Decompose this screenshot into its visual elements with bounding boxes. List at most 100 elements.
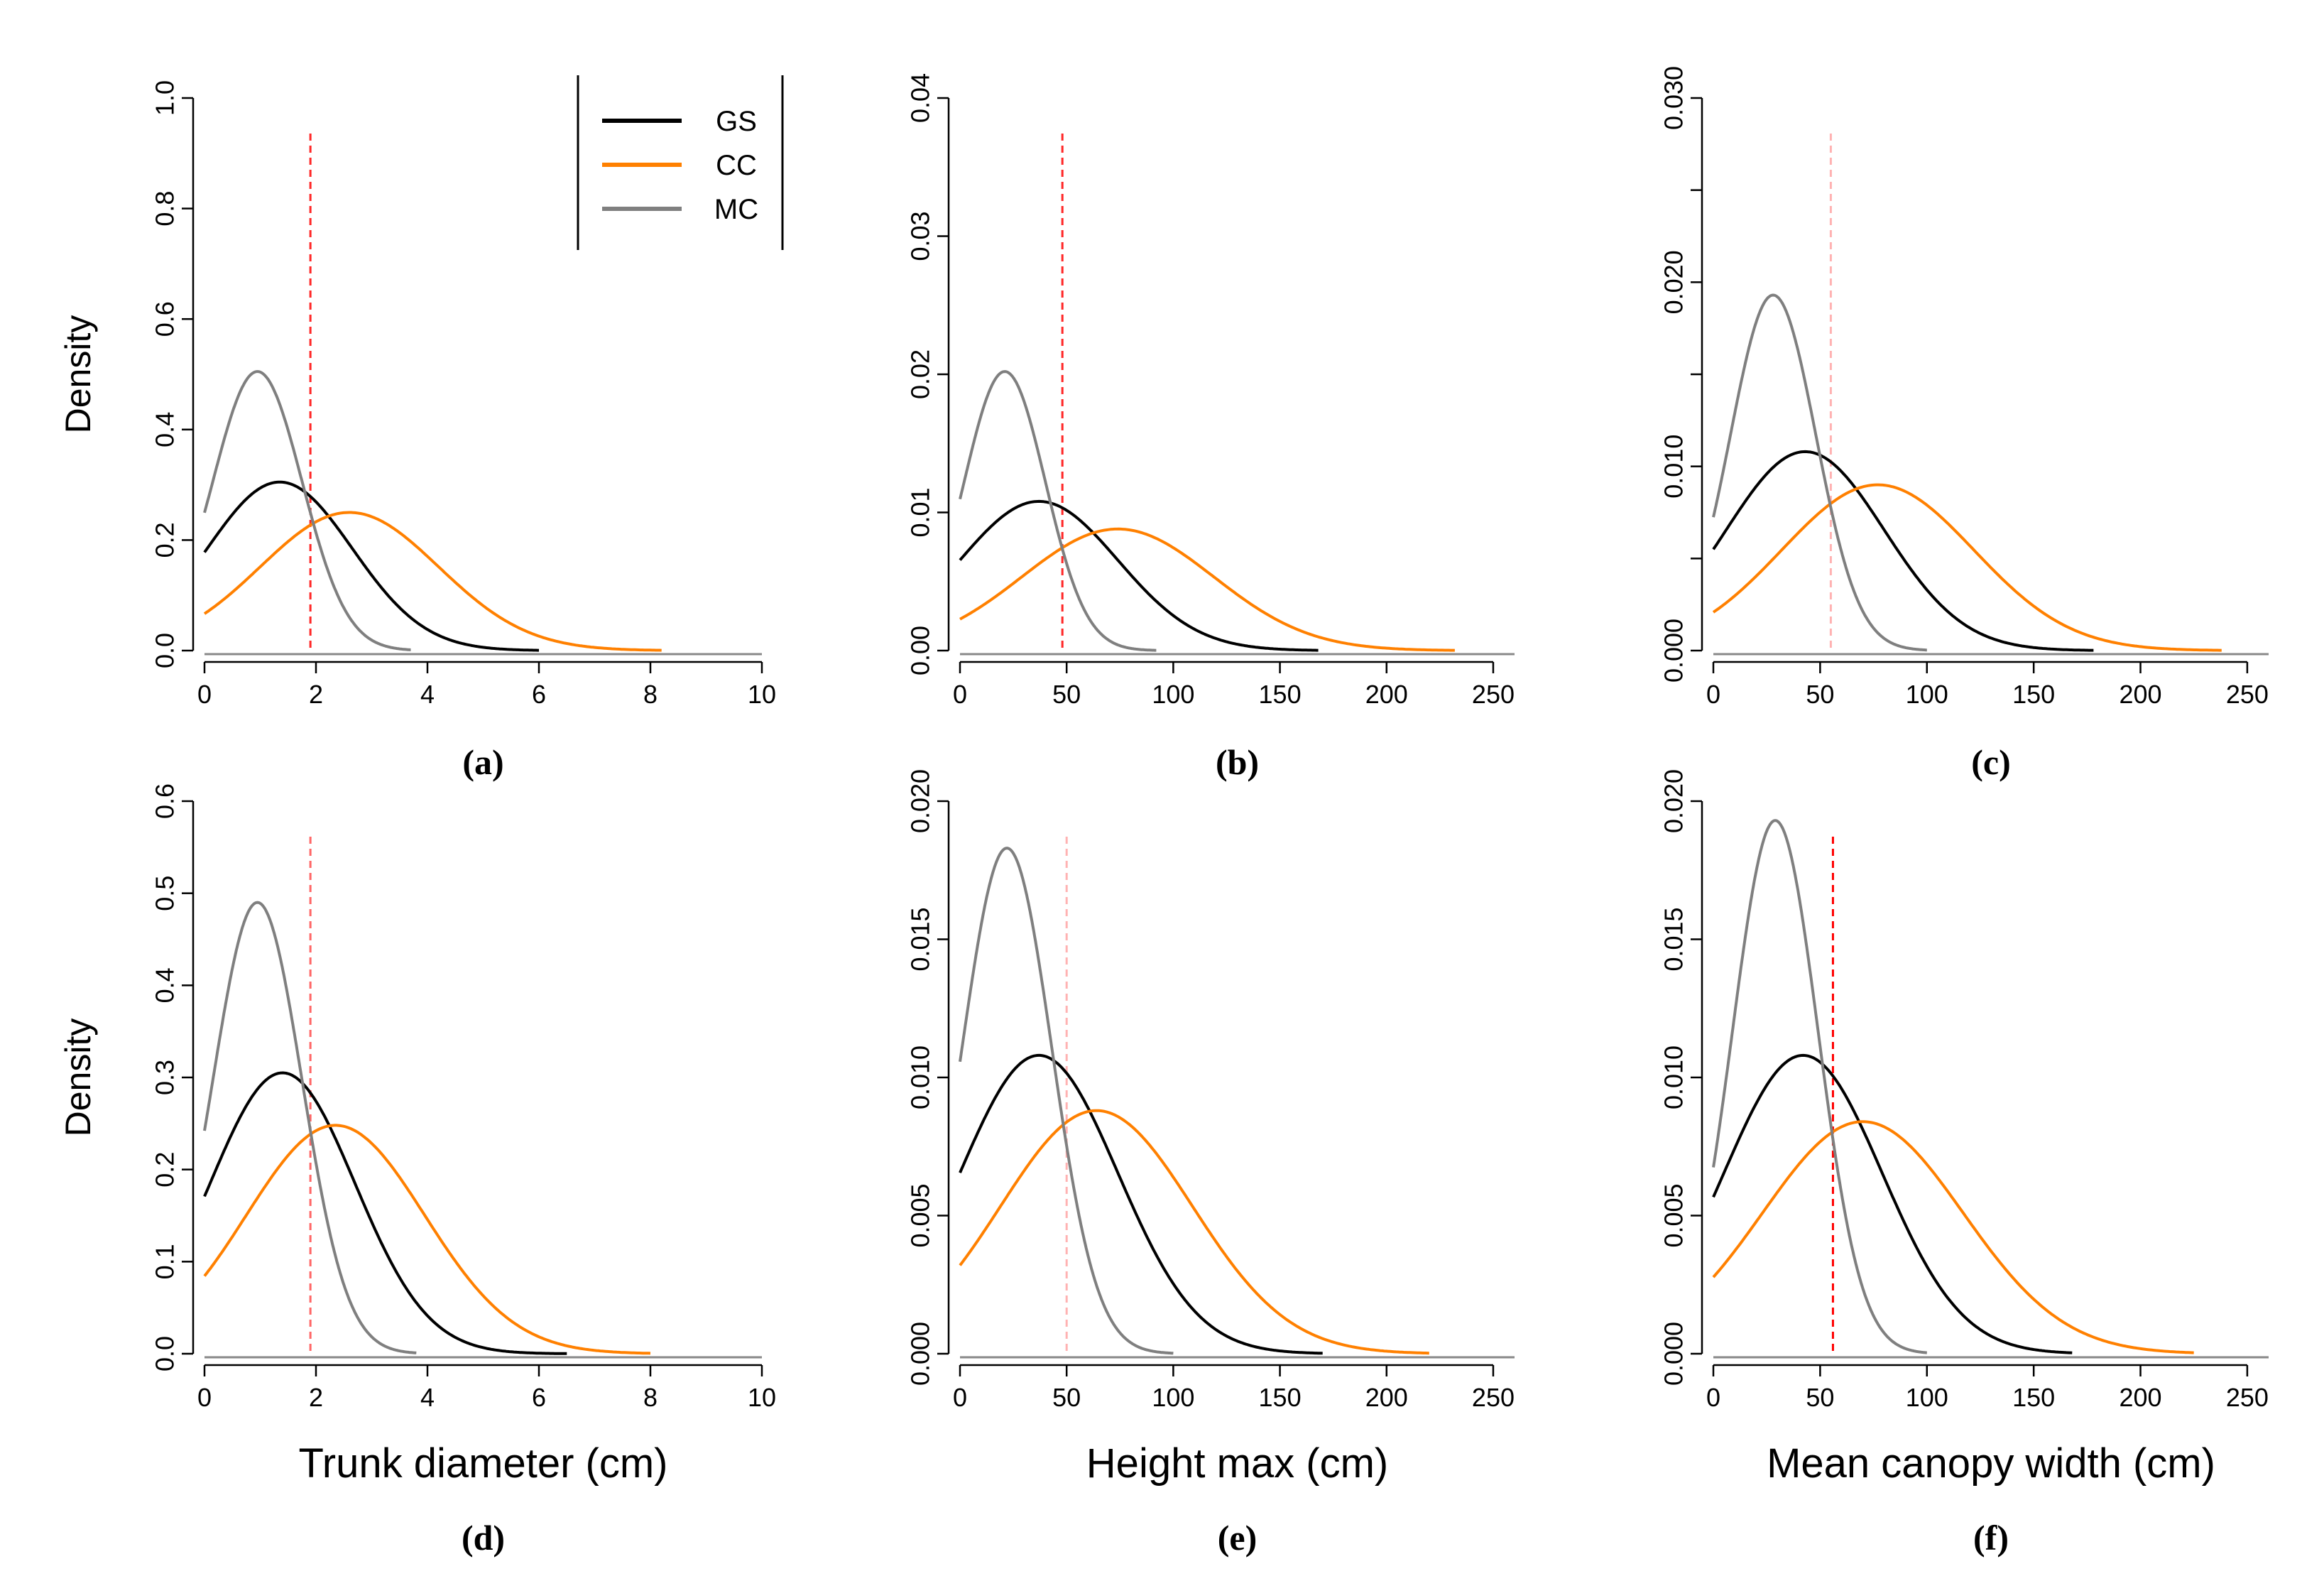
y-tick-label: 0.2 bbox=[151, 1152, 180, 1188]
x-tick-label: 6 bbox=[532, 680, 546, 709]
curve-mc-e bbox=[959, 847, 1174, 1355]
x-tick-label: 2 bbox=[309, 680, 323, 709]
y-tick-label: 0.0 bbox=[151, 633, 180, 668]
y-tick-label: 0.0 bbox=[151, 1336, 180, 1371]
y-tick-label: 0.020 bbox=[1659, 250, 1689, 314]
y-tick-label: 0.6 bbox=[151, 301, 180, 337]
y-tick-label: 0.010 bbox=[1659, 1045, 1689, 1109]
curve-mc-d bbox=[203, 901, 418, 1354]
y-tick-label: 0.4 bbox=[151, 412, 180, 447]
y-tick-label: 0.04 bbox=[906, 73, 935, 123]
y-tick-label: 0.8 bbox=[151, 191, 180, 227]
x-tick-label: 4 bbox=[420, 680, 435, 709]
y-tick-label: 0.02 bbox=[906, 349, 935, 399]
x-tick-label: 8 bbox=[643, 1383, 658, 1412]
x-tick-label: 150 bbox=[1259, 680, 1302, 709]
panel-label: (b) bbox=[1216, 742, 1259, 782]
x-tick-label: 0 bbox=[197, 1383, 212, 1412]
y-tick-label: 0.010 bbox=[906, 1045, 935, 1109]
x-tick-label: 10 bbox=[748, 1383, 776, 1412]
panel-c: 0 50 100 150 200 250 0.000 0.010 0.020 0.030 (c) bbox=[1659, 66, 2269, 782]
x-tick-label: 50 bbox=[1806, 1383, 1834, 1412]
x-tick-label: 100 bbox=[1906, 1383, 1948, 1412]
y-tick-label: 0.020 bbox=[1659, 769, 1689, 833]
x-axis-title: Trunk diameter (cm) bbox=[299, 1440, 668, 1487]
panel-label: (e) bbox=[1218, 1518, 1258, 1558]
panel-label: (d) bbox=[462, 1518, 505, 1558]
curve-mc-a bbox=[203, 370, 412, 651]
panel-label: (a) bbox=[462, 742, 503, 782]
y-tick-label: 0.010 bbox=[1659, 435, 1689, 499]
x-tick-label: 50 bbox=[1052, 1383, 1081, 1412]
legend-label-cc: CC bbox=[716, 150, 757, 181]
x-tick-label: 150 bbox=[2012, 680, 2055, 709]
x-tick-label: 6 bbox=[532, 1383, 546, 1412]
x-tick-label: 50 bbox=[1052, 680, 1081, 709]
x-tick-label: 100 bbox=[1906, 680, 1948, 709]
curve-cc-e bbox=[959, 1109, 1429, 1355]
curve-cc-f bbox=[1712, 1120, 2194, 1354]
legend: GS CC MC bbox=[577, 75, 784, 250]
curve-cc-d bbox=[203, 1124, 651, 1355]
panel-a: 0 2 4 6 8 10 0.0 0.2 0.4 0.6 0.8 1.0 Density (a) bbox=[58, 80, 776, 782]
curve-gs-d bbox=[203, 1071, 567, 1355]
curve-cc-a bbox=[203, 511, 662, 652]
x-axis-title: Height max (cm) bbox=[1086, 1440, 1388, 1487]
legend-label-gs: GS bbox=[716, 106, 757, 137]
x-tick-label: 8 bbox=[643, 680, 658, 709]
panel-b: 0 50 100 150 200 250 0.00 0.01 0.02 0.03 0.04 (b) bbox=[906, 73, 1515, 782]
x-axis-title: Mean canopy width (cm) bbox=[1767, 1440, 2215, 1487]
curve-gs-a bbox=[203, 480, 539, 652]
curve-cc-b bbox=[959, 527, 1455, 652]
x-tick-label: 200 bbox=[1365, 680, 1408, 709]
y-tick-label: 0.3 bbox=[151, 1060, 180, 1095]
x-tick-label: 200 bbox=[2119, 1383, 2161, 1412]
curve-gs-e bbox=[959, 1053, 1323, 1355]
y-tick-label: 0.000 bbox=[906, 1322, 935, 1386]
y-tick-label: 0.030 bbox=[1659, 66, 1689, 130]
x-tick-label: 200 bbox=[1365, 1383, 1408, 1412]
panel-e: 0 50 100 150 200 250 0.000 0.005 0.010 0.015 0.020… bbox=[906, 769, 1515, 1558]
y-axis-title: Density bbox=[58, 315, 98, 434]
x-tick-label: 100 bbox=[1152, 1383, 1194, 1412]
panel-label: (f) bbox=[1973, 1518, 2009, 1558]
y-tick-label: 0.005 bbox=[1659, 1183, 1689, 1247]
curve-mc-b bbox=[959, 370, 1157, 652]
y-tick-label: 0.000 bbox=[1659, 1322, 1689, 1386]
panel-label: (c) bbox=[1971, 742, 2011, 782]
curve-mc-f bbox=[1712, 819, 1928, 1354]
x-tick-label: 4 bbox=[420, 1383, 435, 1412]
curve-cc-c bbox=[1712, 483, 2222, 652]
curve-gs-c bbox=[1712, 450, 2094, 652]
x-tick-label: 0 bbox=[953, 1383, 967, 1412]
y-tick-label: 0.00 bbox=[906, 626, 935, 675]
legend-label-mc: MC bbox=[714, 194, 758, 225]
y-tick-label: 1.0 bbox=[151, 80, 180, 116]
x-tick-label: 150 bbox=[1259, 1383, 1302, 1412]
x-tick-label: 0 bbox=[197, 680, 212, 709]
x-tick-label: 2 bbox=[309, 1383, 323, 1412]
y-axis-title: Density bbox=[58, 1018, 98, 1137]
y-tick-label: 0.6 bbox=[151, 783, 180, 819]
x-tick-label: 200 bbox=[2119, 680, 2161, 709]
x-tick-label: 0 bbox=[953, 680, 967, 709]
x-tick-label: 0 bbox=[1706, 1383, 1720, 1412]
curve-mc-c bbox=[1712, 293, 1928, 652]
y-tick-label: 0.015 bbox=[1659, 907, 1689, 971]
x-tick-label: 0 bbox=[1706, 680, 1720, 709]
x-tick-label: 50 bbox=[1806, 680, 1834, 709]
x-tick-label: 250 bbox=[2226, 680, 2269, 709]
curve-gs-f bbox=[1712, 1053, 2073, 1354]
x-tick-label: 250 bbox=[2226, 1383, 2269, 1412]
y-tick-label: 0.1 bbox=[151, 1244, 180, 1279]
y-tick-label: 0.005 bbox=[906, 1183, 935, 1247]
x-tick-label: 250 bbox=[1472, 1383, 1515, 1412]
y-tick-label: 0.2 bbox=[151, 522, 180, 558]
y-tick-label: 0.000 bbox=[1659, 619, 1689, 683]
x-tick-label: 10 bbox=[748, 680, 776, 709]
panel-d: 0 2 4 6 8 10 0.0 0.1 0.2 0.3 0.4 0.5 0.6 Density Trunk… bbox=[58, 783, 776, 1558]
x-tick-label: 100 bbox=[1152, 680, 1194, 709]
y-tick-label: 0.020 bbox=[906, 769, 935, 833]
panel-f: 0 50 100 150 200 250 0.000 0.005 0.010 0.015 0.020… bbox=[1659, 769, 2269, 1558]
